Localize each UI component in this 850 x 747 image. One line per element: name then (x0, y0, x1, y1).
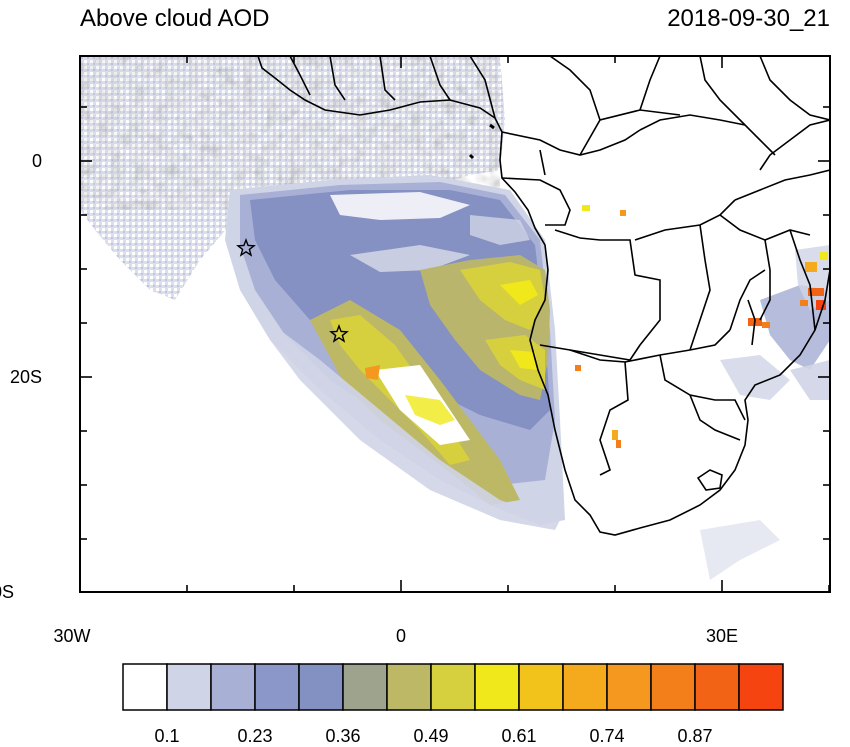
colorbar-label: 0.23 (237, 726, 272, 746)
colorbar-swatch (122, 663, 168, 711)
colorbar-swatch (606, 663, 652, 711)
colorbar-label: 0.49 (413, 726, 448, 746)
colorbar-swatch (650, 663, 696, 711)
colorbar-label: 0.1 (154, 726, 179, 746)
colorbar-swatch (166, 663, 212, 711)
colorbar-swatch (694, 663, 740, 711)
colorbar-swatch (474, 663, 520, 711)
x-tick-label: 0 (396, 626, 406, 646)
aod-field (80, 56, 830, 592)
colorbar-swatch (562, 663, 608, 711)
colorbar-swatch (518, 663, 564, 711)
colorbar-label: 0.74 (589, 726, 624, 746)
colorbar-label: 0.61 (501, 726, 536, 746)
y-tick-label: 20S (10, 367, 42, 387)
plot-title: Above cloud AOD (80, 5, 269, 32)
axis-ticks (79, 56, 830, 592)
colorbar-label: 0.87 (677, 726, 712, 746)
colorbar-swatch (342, 663, 388, 711)
coastlines (257, 56, 830, 536)
timestamp-label: 2018-09-30_21 (667, 5, 830, 32)
y-tick-label: 0 (32, 151, 42, 171)
markers (236, 238, 349, 343)
star-marker-2 (329, 324, 349, 343)
colorbar-label: 0.36 (325, 726, 360, 746)
colorbar-swatch (386, 663, 432, 711)
colorbar-swatch (298, 663, 344, 711)
colorbar-swatch (254, 663, 300, 711)
colorbar-swatch (430, 663, 476, 711)
map-frame (79, 55, 831, 593)
x-tick-label: 30E (706, 626, 738, 646)
star-marker-1 (236, 238, 256, 257)
colorbar-swatch (210, 663, 256, 711)
y-tick-label: 40S (0, 582, 14, 602)
x-tick-label: 30W (53, 626, 90, 646)
colorbar-swatch (738, 663, 784, 711)
colorbar: 0.1 0.23 0.36 0.49 0.61 0.74 0.87 (122, 663, 784, 746)
